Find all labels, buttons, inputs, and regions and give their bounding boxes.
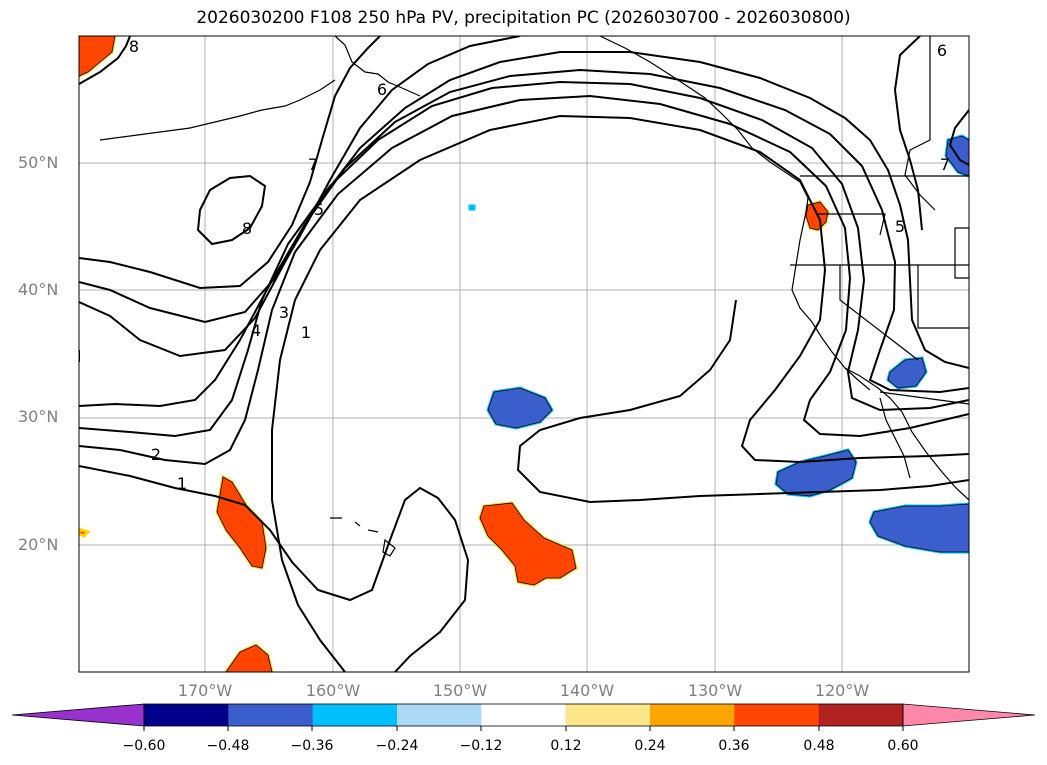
colorbar-bin [312,704,398,726]
lon-label-170w: 170°W [177,681,233,700]
border-nevada [839,265,919,361]
lat-label-40n: 40°N [18,280,59,299]
contour-label: 7 [308,155,318,174]
coast-alaska-peninsula [334,36,421,97]
colorbar-extend-low [12,704,144,726]
lon-label-150w: 150°W [432,681,488,700]
lat-label-50n: 50°N [18,153,59,172]
precip-neg-dot [468,204,476,211]
colorbar-tick-label: −0.12 [459,738,503,754]
contour-8-nw [79,36,131,85]
map-title: 2026030200 F108 250 hPa PV, precipitatio… [196,8,851,28]
contour-4 [79,68,969,408]
colorbar-bin [565,704,651,726]
border-us-mexico [879,391,969,405]
contour-1-main [271,114,969,672]
border-inland [904,36,936,211]
contour-7-east [948,109,969,166]
lon-label-140w: 140°W [559,681,615,700]
contour-3 [79,80,969,438]
colorbar-bins [12,704,1035,726]
colorbar-tick-label: 0.36 [718,738,750,754]
coast-baja [879,397,911,479]
colorbar-tick-label: −0.48 [206,738,250,754]
lon-label-130w: 130°W [687,681,743,700]
contour-labels: 8 6 7 5 8 4 3 1 2 1 6 7 5 [129,37,950,493]
contour-label: 1 [177,474,187,493]
contour-label: 8 [242,219,252,238]
border-arizona [917,265,969,329]
contour-label: 4 [251,321,261,340]
colorbar-bin [144,704,229,726]
colorbar-tick-label: 0.60 [887,738,919,754]
lat-label-20n: 20°N [18,535,59,554]
contour-label: 5 [895,217,905,236]
contour-8-closed [196,174,267,246]
colorbar-extend-high [903,704,1035,726]
contour-label: 2 [151,445,161,464]
contour-label: 1 [301,323,311,342]
contour-5 [79,51,969,369]
coast-aleutians [99,79,336,141]
contour-6-east [893,36,923,231]
colorbar-bin [734,704,820,726]
contour-1-inner [516,299,969,504]
colorbar-tick-label: 0.24 [634,738,666,754]
map-frame [78,35,970,673]
coast-hawaii [330,517,396,557]
contour-label: 8 [129,37,139,56]
colorbar [11,703,1036,731]
contour-label: 6 [937,41,947,60]
coast-socal [844,367,871,391]
border-state-3 [954,227,969,279]
lat-label-30n: 30°N [18,407,59,426]
contour-2 [79,94,969,466]
colorbar-tick-label: 0.48 [803,738,835,754]
contour-label: 3 [279,303,289,322]
colorbar-bin [481,704,567,726]
lon-label-160w: 160°W [305,681,361,700]
coast-north-america [599,36,969,501]
colorbar-bin [650,704,735,726]
lon-label-120w: 120°W [814,681,870,700]
precip-blob-edge [79,527,91,538]
colorbar-bin [228,704,314,726]
contour-label: 7 [940,155,950,174]
contour-7 [79,36,381,290]
contour-1-south [79,465,470,672]
colorbar-bin [818,704,904,726]
colorbar-tick-label: −0.60 [122,738,166,754]
colorbar-bin [397,704,482,726]
colorbar-tick-label: 0.12 [550,738,582,754]
map-content: 8 6 7 5 8 4 3 1 2 1 6 7 5 [79,36,969,672]
colorbar-tick-label: −0.36 [290,738,334,754]
pv-contours [79,36,969,672]
contour-label: 5 [314,200,324,219]
colorbar-frame [143,703,904,727]
contour-label: 6 [377,80,387,99]
colorbar-tick-label: −0.24 [375,738,419,754]
coastlines [99,36,969,557]
colorbar-ticks [143,726,904,731]
